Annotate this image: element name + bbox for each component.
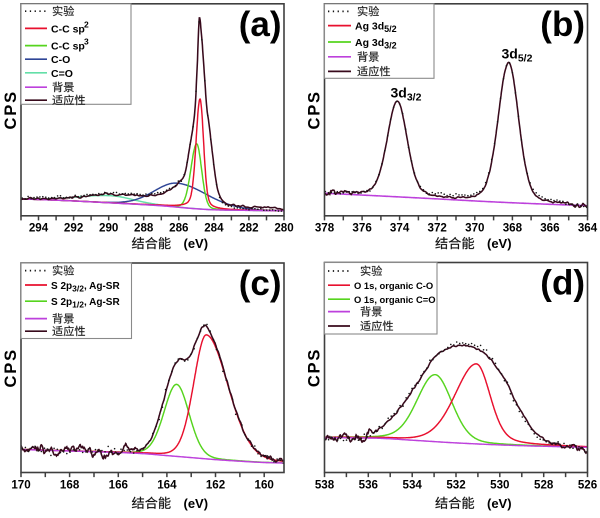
svg-text:376: 376 (352, 222, 372, 235)
svg-text:160: 160 (255, 478, 274, 491)
svg-text:366: 366 (540, 222, 560, 235)
svg-text:526: 526 (578, 478, 598, 491)
svg-text:(eV): (eV) (184, 496, 209, 511)
svg-text:(b): (b) (540, 5, 585, 44)
svg-text:O 1s, organic C=O: O 1s, organic C=O (354, 294, 436, 305)
svg-text:280: 280 (274, 222, 293, 235)
svg-text:CPS: CPS (306, 90, 324, 129)
svg-text:534: 534 (403, 478, 423, 491)
svg-text:530: 530 (490, 478, 509, 491)
svg-text:282: 282 (239, 222, 258, 235)
svg-text:3: 3 (84, 37, 89, 47)
svg-text:292: 292 (64, 222, 83, 235)
svg-text:CPS: CPS (2, 348, 20, 387)
svg-text:288: 288 (134, 222, 154, 235)
svg-text:S 2p3/2, Ag-SR: S 2p3/2, Ag-SR (51, 281, 120, 294)
svg-text:Ag 3d5/2: Ag 3d5/2 (355, 21, 397, 34)
svg-text:528: 528 (534, 478, 554, 491)
svg-text:364: 364 (578, 222, 598, 235)
svg-text:2: 2 (84, 19, 89, 29)
svg-text:374: 374 (390, 222, 410, 235)
svg-text:294: 294 (29, 222, 49, 235)
svg-text:166: 166 (109, 478, 129, 491)
svg-text:O 1s, organic C-O: O 1s, organic C-O (354, 280, 433, 291)
svg-text:CPS: CPS (306, 348, 324, 387)
svg-text:(eV): (eV) (184, 236, 209, 251)
svg-text:168: 168 (60, 478, 80, 491)
svg-text:S 2p1/2, Ag-SR: S 2p1/2, Ag-SR (51, 297, 120, 310)
svg-text:162: 162 (206, 478, 225, 491)
svg-text:368: 368 (503, 222, 523, 235)
svg-text:(c): (c) (239, 264, 282, 303)
svg-text:CPS: CPS (2, 90, 20, 129)
svg-text:C-O: C-O (51, 54, 70, 66)
svg-text:372: 372 (428, 222, 447, 235)
svg-text:(a): (a) (239, 5, 282, 44)
svg-text:170: 170 (11, 478, 30, 491)
svg-text:286: 286 (169, 222, 189, 235)
svg-text:(eV): (eV) (487, 496, 512, 511)
svg-text:(eV): (eV) (487, 236, 512, 251)
svg-text:290: 290 (99, 222, 118, 235)
svg-text:C=O: C=O (51, 68, 73, 80)
svg-text:532: 532 (446, 478, 465, 491)
svg-text:164: 164 (157, 478, 177, 491)
svg-text:536: 536 (359, 478, 379, 491)
svg-text:370: 370 (465, 222, 484, 235)
svg-text:(d): (d) (540, 264, 585, 303)
svg-text:538: 538 (315, 478, 335, 491)
svg-text:378: 378 (315, 222, 335, 235)
svg-text:C-C sp: C-C sp (51, 41, 85, 53)
svg-text:C-C sp: C-C sp (51, 23, 85, 35)
svg-text:Ag 3d3/2: Ag 3d3/2 (355, 37, 397, 51)
svg-text:284: 284 (204, 222, 224, 235)
